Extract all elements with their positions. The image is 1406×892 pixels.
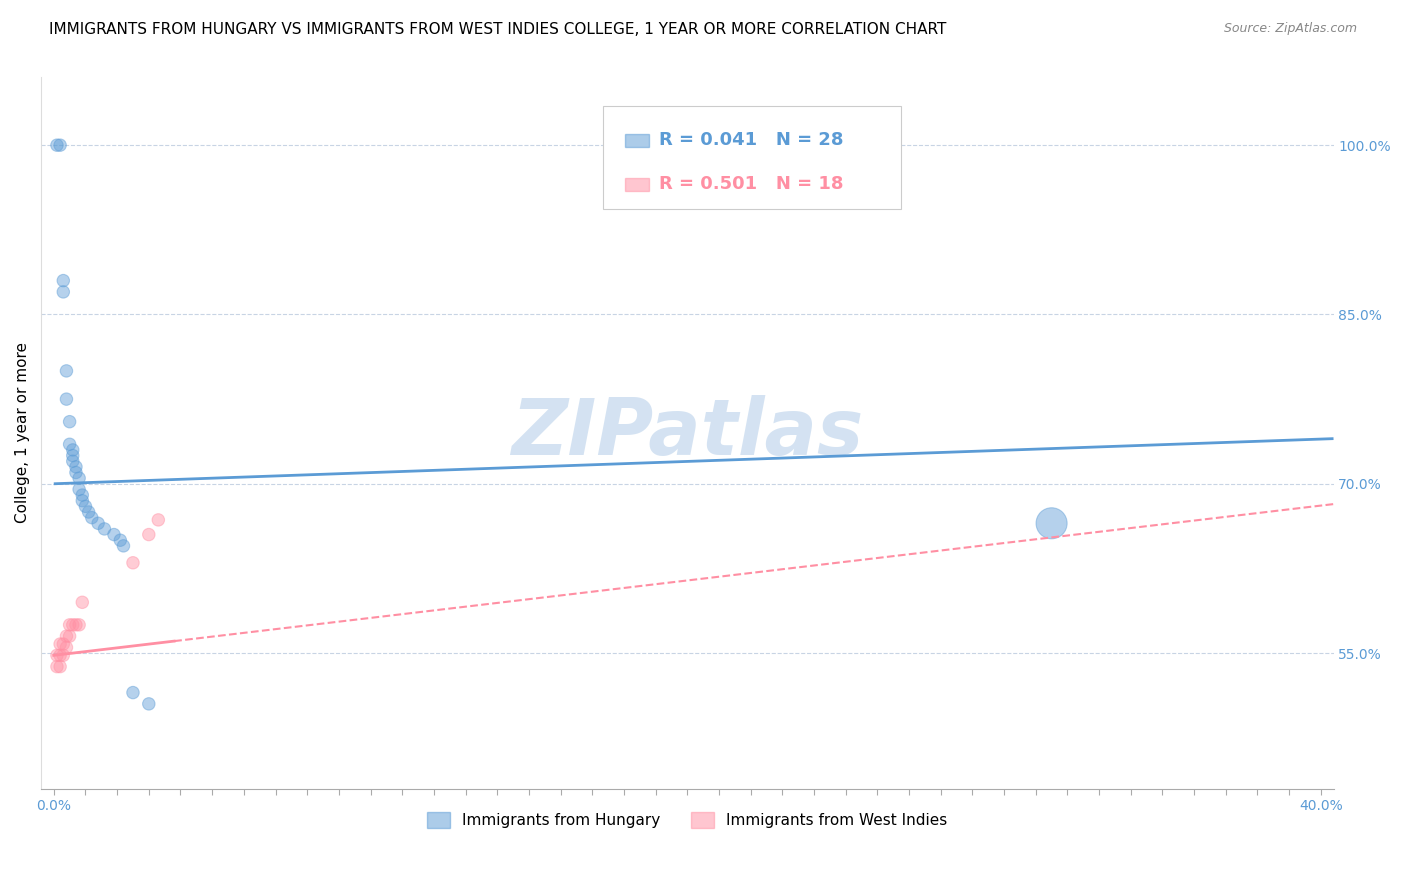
- Point: [55, 629, 77, 643]
- FancyBboxPatch shape: [626, 134, 648, 146]
- Text: ZIPatlas: ZIPatlas: [512, 395, 863, 471]
- Point: [122, 556, 145, 570]
- Point: [52, 274, 75, 288]
- Point: [59, 618, 82, 632]
- Point: [75, 500, 97, 514]
- Point: [138, 697, 160, 711]
- FancyBboxPatch shape: [603, 106, 901, 209]
- Point: [55, 392, 77, 406]
- Point: [72, 488, 94, 502]
- Point: [77, 505, 100, 519]
- Point: [55, 364, 77, 378]
- FancyBboxPatch shape: [626, 178, 648, 191]
- Text: IMMIGRANTS FROM HUNGARY VS IMMIGRANTS FROM WEST INDIES COLLEGE, 1 YEAR OR MORE C: IMMIGRANTS FROM HUNGARY VS IMMIGRANTS FR…: [49, 22, 946, 37]
- Point: [62, 618, 84, 632]
- Point: [55, 640, 77, 655]
- Point: [46, 659, 69, 673]
- Point: [62, 442, 84, 457]
- Point: [59, 415, 82, 429]
- Point: [46, 648, 69, 663]
- Point: [46, 138, 69, 153]
- Point: [93, 522, 115, 536]
- Legend: Immigrants from Hungary, Immigrants from West Indies: Immigrants from Hungary, Immigrants from…: [420, 806, 953, 834]
- Point: [138, 527, 160, 541]
- Point: [49, 648, 72, 663]
- Point: [110, 533, 132, 548]
- Point: [52, 637, 75, 651]
- Point: [103, 527, 125, 541]
- Text: R = 0.041   N = 28: R = 0.041 N = 28: [659, 131, 844, 149]
- Point: [1040, 516, 1063, 531]
- Point: [59, 437, 82, 451]
- Point: [65, 466, 87, 480]
- Point: [148, 513, 170, 527]
- Y-axis label: College, 1 year or more: College, 1 year or more: [15, 343, 30, 524]
- Text: R = 0.501   N = 18: R = 0.501 N = 18: [659, 176, 844, 194]
- Point: [65, 459, 87, 474]
- Point: [67, 471, 90, 485]
- Point: [72, 595, 94, 609]
- Point: [87, 516, 110, 531]
- Point: [67, 618, 90, 632]
- Point: [59, 629, 82, 643]
- Text: Source: ZipAtlas.com: Source: ZipAtlas.com: [1223, 22, 1357, 36]
- Point: [80, 510, 103, 524]
- Point: [49, 138, 72, 153]
- Point: [122, 685, 145, 699]
- Point: [62, 454, 84, 468]
- Point: [49, 637, 72, 651]
- Point: [62, 449, 84, 463]
- Point: [65, 618, 87, 632]
- Point: [72, 493, 94, 508]
- Point: [52, 285, 75, 299]
- Point: [112, 539, 135, 553]
- Point: [49, 659, 72, 673]
- Point: [67, 483, 90, 497]
- Point: [52, 648, 75, 663]
